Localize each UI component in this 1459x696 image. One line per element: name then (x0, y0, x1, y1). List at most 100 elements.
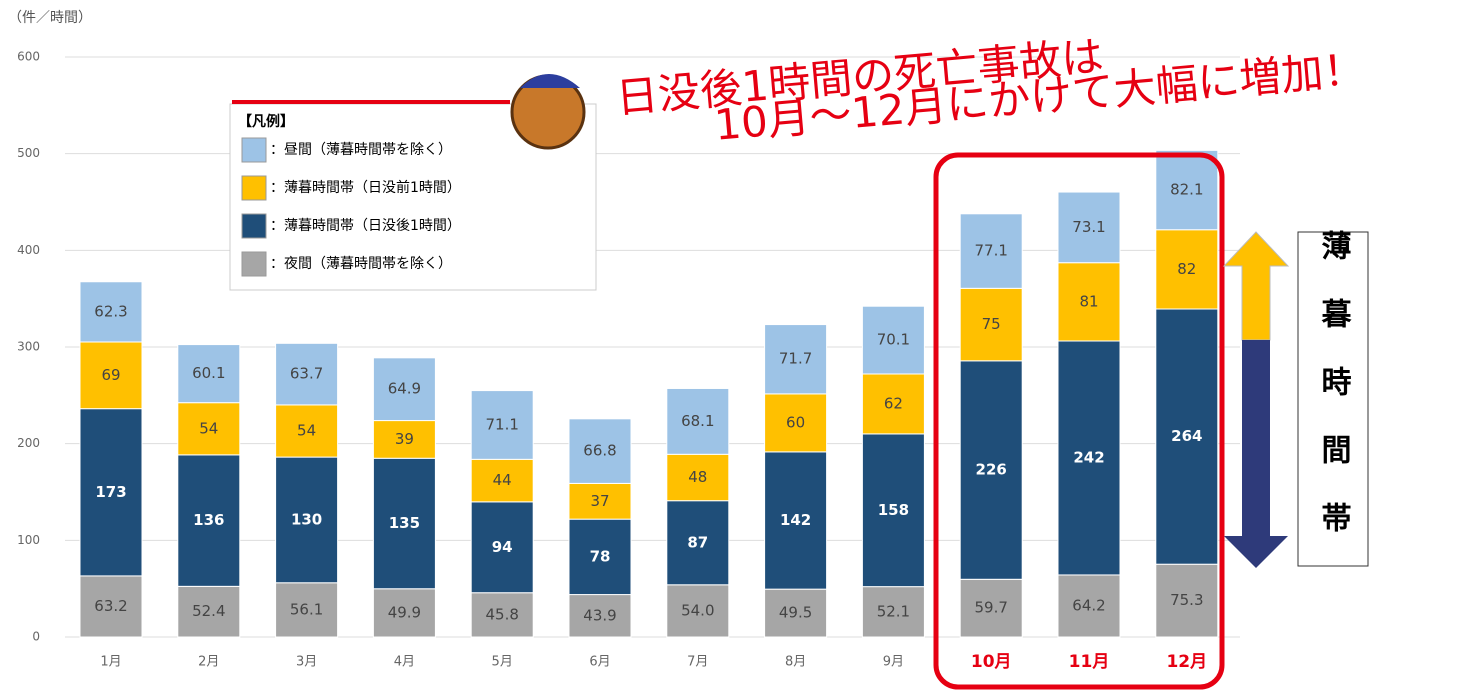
bar-segment (1057, 340, 1121, 576)
value-label: 68.1 (681, 412, 714, 430)
value-label: 75 (982, 315, 1001, 333)
bar-segment (764, 451, 828, 590)
bar-segment (1057, 262, 1121, 342)
x-tick-label: 7月 (687, 655, 708, 670)
bar-segment (959, 578, 1023, 638)
y-tick-label: 0 (32, 630, 40, 644)
x-tick-label: 1月 (100, 655, 121, 670)
legend-swatch (241, 175, 267, 201)
y-tick-label: 500 (17, 146, 40, 160)
value-label: 130 (291, 510, 322, 528)
side-label: 薄暮時間帯 (1316, 230, 1352, 570)
bar-segment (666, 387, 730, 455)
value-label: 54.0 (681, 601, 714, 619)
x-tick-label: 11月 (1069, 652, 1110, 672)
value-label: 60.1 (192, 364, 225, 382)
value-label: 242 (1073, 448, 1104, 466)
bar-segment (177, 344, 241, 404)
bar-segment (1057, 191, 1121, 264)
value-label: 82.1 (1170, 181, 1203, 199)
bar-segment (568, 594, 632, 638)
bar-segment (275, 456, 339, 584)
bar-segment (959, 213, 1023, 289)
value-label: 43.9 (583, 606, 616, 624)
y-tick-label: 100 (17, 533, 40, 547)
value-label: 54 (297, 422, 316, 440)
bar-segment (372, 457, 436, 590)
bar-segment (79, 281, 143, 343)
value-label: 49.9 (388, 603, 421, 621)
x-tick-label: 2月 (198, 655, 219, 670)
bar-segment (568, 482, 632, 520)
bar-segment (1155, 308, 1219, 565)
mascot-hat (520, 74, 580, 88)
value-label: 56.1 (290, 600, 323, 618)
y-tick-label: 300 (17, 340, 40, 354)
value-label: 81 (1079, 292, 1098, 310)
value-label: 52.4 (192, 602, 225, 620)
bar-segment (177, 454, 241, 587)
x-tick-label: 4月 (394, 655, 415, 670)
value-label: 71.7 (779, 350, 812, 368)
arrow-up (1222, 231, 1290, 341)
bar-segment (275, 404, 339, 458)
y-tick-label: 400 (17, 243, 40, 257)
x-tick-label: 6月 (589, 655, 610, 670)
legend-title: 【凡例】 (238, 113, 294, 130)
bar-segment (79, 575, 143, 638)
bar-segment (959, 360, 1023, 580)
y-tick-label: 200 (17, 436, 40, 450)
bar-segment (666, 584, 730, 638)
bar-segment (1155, 149, 1219, 231)
side-box (1297, 231, 1369, 567)
legend-swatch (241, 251, 267, 277)
value-label: 73.1 (1072, 218, 1105, 236)
bar-segment (177, 402, 241, 456)
legend-label: ：昼間（薄暮時間帯を除く） (270, 142, 452, 158)
bar-segment (568, 518, 632, 596)
x-tick-label: 12月 (1166, 652, 1207, 672)
value-label: 48 (688, 468, 707, 486)
value-label: 54 (199, 419, 218, 437)
bar-segment (372, 420, 436, 459)
arrow-down (1224, 340, 1288, 568)
value-label: 135 (389, 514, 420, 532)
value-label: 69 (101, 366, 120, 384)
bar-segment (470, 592, 534, 638)
value-label: 64.2 (1072, 596, 1105, 614)
y-tick-label: 600 (17, 50, 40, 64)
bar-segment (372, 588, 436, 638)
value-label: 94 (492, 538, 513, 556)
bar-segment (861, 433, 925, 588)
value-label: 59.7 (974, 599, 1007, 617)
x-tick-label: 8月 (785, 655, 806, 670)
legend-swatch (241, 213, 267, 239)
value-label: 63.2 (94, 597, 127, 615)
value-label: 142 (780, 511, 811, 529)
bar-segment (470, 501, 534, 594)
bar-segment (1155, 563, 1219, 638)
value-label: 77.1 (974, 242, 1007, 260)
value-label: 39 (395, 430, 414, 448)
x-tick-label: 10月 (971, 652, 1012, 672)
legend-label: ：薄暮時間帯（日没前1時間） (270, 179, 461, 196)
value-label: 44 (493, 471, 512, 489)
bar-segment (1155, 229, 1219, 310)
value-label: 62 (884, 394, 903, 412)
value-label: 82 (1177, 260, 1196, 278)
legend-label: ：夜間（薄暮時間帯を除く） (270, 256, 452, 272)
value-label: 45.8 (485, 605, 518, 623)
value-label: 87 (687, 533, 708, 551)
bar-segment (764, 324, 828, 395)
value-label: 226 (976, 461, 1007, 479)
x-tick-label: 5月 (492, 655, 513, 670)
bar-segment (177, 585, 241, 638)
bar-segment (470, 390, 534, 460)
value-label: 173 (95, 483, 126, 501)
value-label: 49.5 (779, 604, 812, 622)
bar-segment (79, 341, 143, 410)
value-label: 136 (193, 511, 224, 529)
bar-segment (275, 582, 339, 638)
x-tick-label: 3月 (296, 655, 317, 670)
